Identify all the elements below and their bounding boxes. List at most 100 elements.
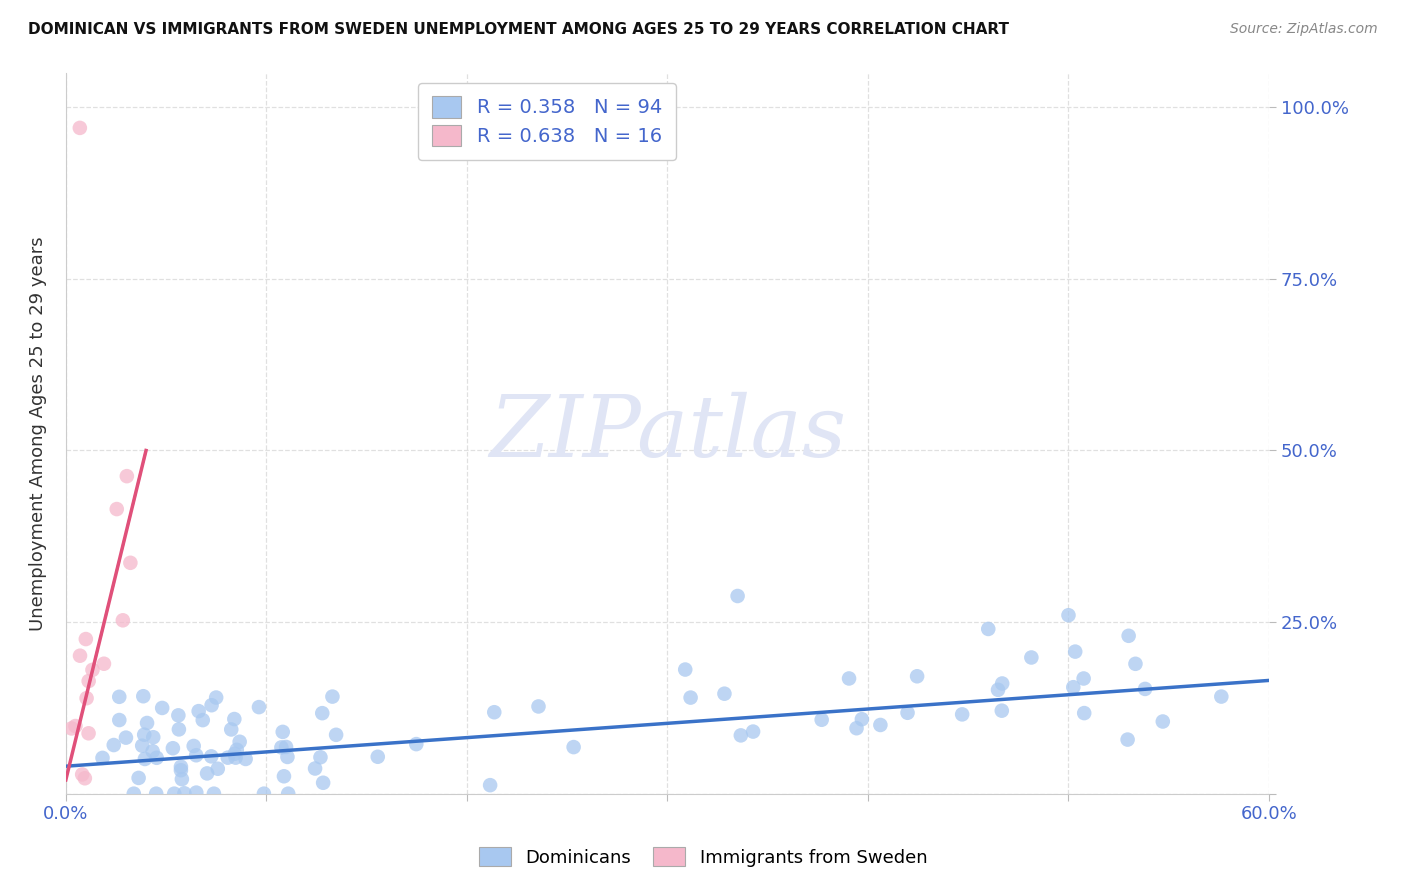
Point bbox=[679, 690, 702, 705]
Point bbox=[845, 721, 868, 735]
Point bbox=[276, 750, 298, 764]
Point bbox=[219, 723, 242, 737]
Point bbox=[1073, 672, 1095, 686]
Point bbox=[673, 663, 696, 677]
Point bbox=[309, 750, 332, 764]
Point bbox=[77, 726, 100, 740]
Point bbox=[202, 787, 225, 801]
Point bbox=[1073, 706, 1095, 720]
Point bbox=[145, 787, 167, 801]
Point bbox=[727, 589, 749, 603]
Point bbox=[479, 778, 502, 792]
Point bbox=[75, 632, 97, 646]
Point bbox=[111, 613, 134, 627]
Point bbox=[134, 752, 156, 766]
Point bbox=[1211, 690, 1233, 704]
Point bbox=[1125, 657, 1147, 671]
Point bbox=[170, 763, 193, 777]
Point bbox=[150, 701, 173, 715]
Point bbox=[187, 704, 209, 718]
Point bbox=[270, 740, 292, 755]
Point bbox=[730, 728, 752, 742]
Point bbox=[321, 690, 343, 704]
Point bbox=[247, 700, 270, 714]
Point bbox=[205, 690, 228, 705]
Point bbox=[1118, 629, 1140, 643]
Point bbox=[810, 713, 832, 727]
Legend: Dominicans, Immigrants from Sweden: Dominicans, Immigrants from Sweden bbox=[471, 840, 935, 874]
Point bbox=[145, 751, 167, 765]
Point bbox=[69, 648, 91, 663]
Point bbox=[405, 737, 427, 751]
Point bbox=[1064, 645, 1087, 659]
Point bbox=[1021, 650, 1043, 665]
Point bbox=[132, 690, 155, 704]
Point bbox=[195, 766, 218, 780]
Point bbox=[950, 707, 973, 722]
Point bbox=[274, 739, 297, 754]
Point bbox=[142, 730, 165, 744]
Point bbox=[838, 672, 860, 686]
Point bbox=[128, 771, 150, 785]
Point bbox=[977, 622, 1000, 636]
Point bbox=[183, 739, 205, 753]
Point bbox=[170, 772, 193, 786]
Point bbox=[277, 787, 299, 801]
Point bbox=[217, 750, 239, 764]
Point bbox=[484, 705, 506, 719]
Point bbox=[987, 682, 1010, 697]
Point bbox=[742, 724, 765, 739]
Point bbox=[73, 771, 96, 785]
Point bbox=[225, 743, 247, 757]
Point bbox=[271, 725, 294, 739]
Point bbox=[162, 741, 184, 756]
Point bbox=[562, 740, 585, 755]
Point bbox=[115, 731, 138, 745]
Point bbox=[82, 663, 104, 677]
Point bbox=[108, 713, 131, 727]
Point bbox=[60, 722, 83, 736]
Point bbox=[163, 787, 186, 801]
Point bbox=[134, 728, 156, 742]
Point bbox=[253, 787, 276, 801]
Point bbox=[77, 673, 100, 688]
Point bbox=[142, 744, 165, 758]
Point bbox=[108, 690, 131, 704]
Point bbox=[200, 698, 222, 713]
Text: Source: ZipAtlas.com: Source: ZipAtlas.com bbox=[1230, 22, 1378, 37]
Point bbox=[186, 786, 208, 800]
Point bbox=[325, 728, 347, 742]
Point bbox=[1057, 608, 1080, 623]
Point bbox=[1152, 714, 1174, 729]
Point bbox=[200, 749, 222, 764]
Point bbox=[170, 760, 193, 774]
Text: ZIPatlas: ZIPatlas bbox=[489, 392, 846, 475]
Point bbox=[367, 749, 389, 764]
Point bbox=[991, 704, 1014, 718]
Point bbox=[224, 747, 246, 761]
Point bbox=[173, 786, 195, 800]
Point bbox=[851, 712, 873, 726]
Point bbox=[1062, 680, 1084, 694]
Point bbox=[131, 739, 153, 753]
Point bbox=[1116, 732, 1139, 747]
Point bbox=[896, 706, 918, 720]
Point bbox=[91, 751, 114, 765]
Point bbox=[120, 556, 142, 570]
Legend: R = 0.358   N = 94, R = 0.638   N = 16: R = 0.358 N = 94, R = 0.638 N = 16 bbox=[419, 83, 676, 160]
Point bbox=[273, 769, 295, 783]
Point bbox=[311, 706, 333, 721]
Point bbox=[70, 767, 93, 781]
Point bbox=[713, 687, 735, 701]
Point bbox=[224, 712, 246, 726]
Point bbox=[225, 750, 247, 764]
Point bbox=[527, 699, 550, 714]
Point bbox=[122, 787, 145, 801]
Point bbox=[905, 669, 928, 683]
Text: DOMINICAN VS IMMIGRANTS FROM SWEDEN UNEMPLOYMENT AMONG AGES 25 TO 29 YEARS CORRE: DOMINICAN VS IMMIGRANTS FROM SWEDEN UNEM… bbox=[28, 22, 1010, 37]
Y-axis label: Unemployment Among Ages 25 to 29 years: Unemployment Among Ages 25 to 29 years bbox=[30, 236, 46, 631]
Point bbox=[191, 713, 214, 727]
Point bbox=[186, 748, 208, 763]
Point bbox=[869, 718, 891, 732]
Point bbox=[105, 502, 128, 516]
